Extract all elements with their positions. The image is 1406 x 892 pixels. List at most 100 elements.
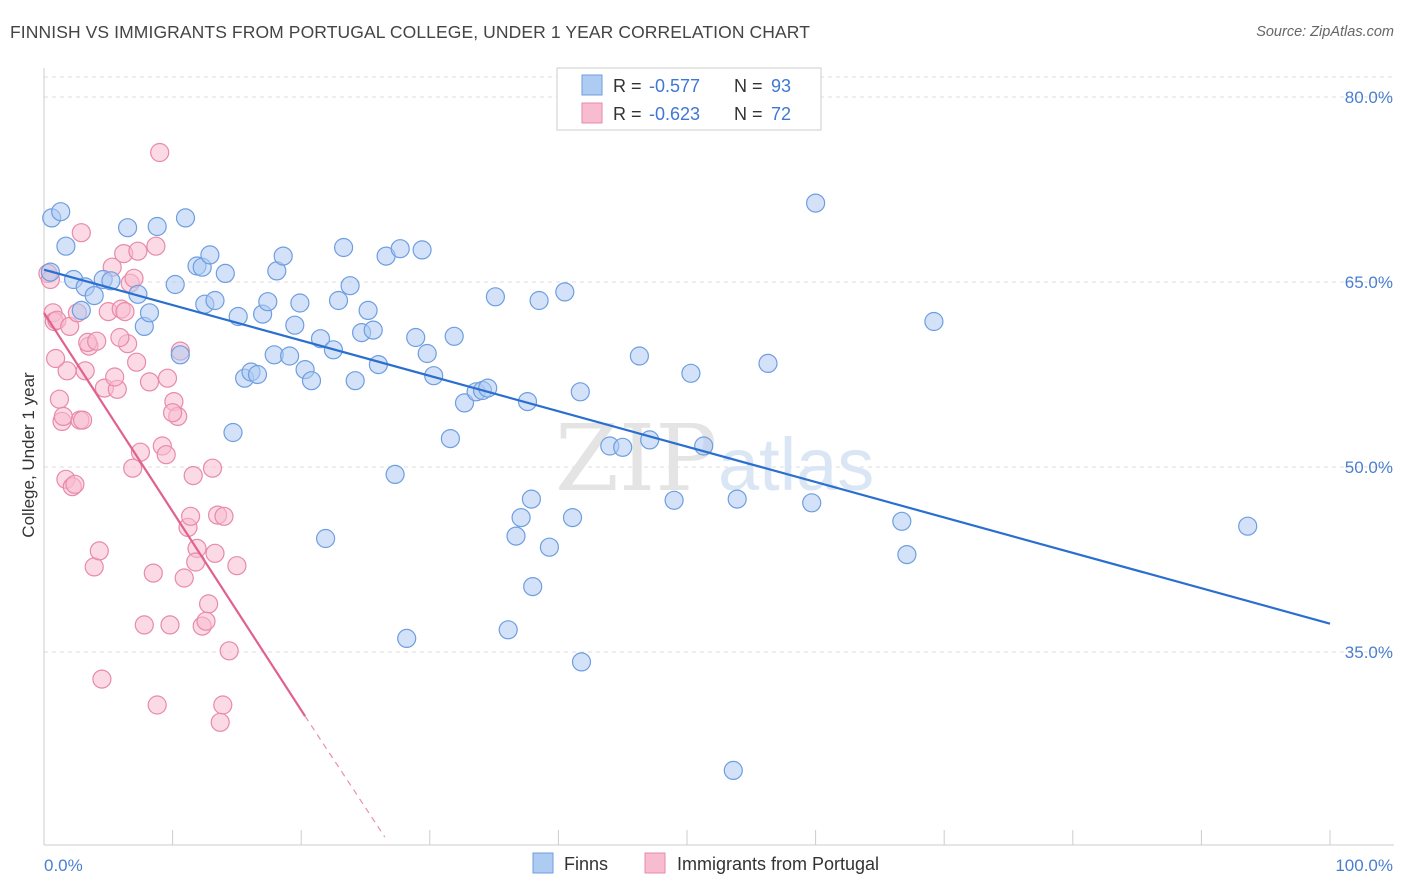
finns-point-49 xyxy=(368,355,388,375)
finns-point-91 xyxy=(802,493,822,513)
finns-point-15 xyxy=(165,274,185,295)
finns-point-74 xyxy=(570,382,590,402)
portugal-point-71 xyxy=(146,236,166,256)
portugal-point-14 xyxy=(75,361,95,381)
trend-lines xyxy=(43,268,1331,838)
finns-point-48 xyxy=(363,320,383,340)
portugal-point-63 xyxy=(205,543,225,563)
portugal-point-40 xyxy=(183,466,203,486)
finns-point-83 xyxy=(723,760,743,781)
portugal-point-70 xyxy=(105,367,125,387)
chart-title: FINNISH VS IMMIGRANTS FROM PORTUGAL COLL… xyxy=(10,22,810,42)
portugal-point-27 xyxy=(127,352,147,372)
portugal-point-30 xyxy=(139,372,160,392)
finns-point-43 xyxy=(334,237,354,258)
finns-point-5 xyxy=(71,300,91,320)
finns-point-44 xyxy=(340,276,360,296)
bottom-legend-label-portugal: Immigrants from Portugal xyxy=(677,854,879,874)
legend-swatch-portugal xyxy=(581,102,603,124)
finns-point-77 xyxy=(613,437,633,457)
legend-n-value-portugal: 72 xyxy=(771,104,791,124)
finns-point-40 xyxy=(316,528,336,549)
portugal-point-47 xyxy=(219,641,239,661)
finns-point-24 xyxy=(223,422,243,443)
finns-point-86 xyxy=(805,193,826,213)
x-axis-ticks xyxy=(43,830,1331,845)
finns-point-28 xyxy=(247,364,268,385)
finns-point-33 xyxy=(273,246,293,266)
finns-point-10 xyxy=(117,218,138,238)
trend-line-portugal-extension xyxy=(304,715,386,838)
legend-n-label-finns: N = xyxy=(734,76,768,96)
x-tick-label-min: 0.0% xyxy=(44,856,83,875)
finns-point-11 xyxy=(128,284,148,304)
finns-point-22 xyxy=(205,290,225,311)
source-label: Source: ZipAtlas.com xyxy=(1256,24,1394,40)
finns-point-13 xyxy=(139,303,160,323)
finns-point-75 xyxy=(571,652,592,672)
y-tick-label-65: 65.0% xyxy=(1345,273,1393,292)
finns-point-39 xyxy=(310,329,331,349)
finns-point-85 xyxy=(758,353,778,373)
finns-point-52 xyxy=(390,239,410,259)
series-finns xyxy=(40,193,1258,781)
portugal-point-43 xyxy=(199,594,219,614)
finns-point-65 xyxy=(498,620,518,640)
x-tick-label-max: 100.0% xyxy=(1335,856,1393,875)
legend-r-value-finns: -0.577 xyxy=(649,76,700,96)
finns-point-71 xyxy=(539,537,560,557)
finns-point-16 xyxy=(170,345,190,365)
portugal-point-34 xyxy=(156,445,176,465)
trend-line-finns xyxy=(43,268,1331,625)
finns-point-42 xyxy=(328,290,349,311)
finns-point-58 xyxy=(440,429,460,449)
finns-point-7 xyxy=(84,286,104,306)
finns-point-89 xyxy=(924,311,944,332)
finns-point-78 xyxy=(629,346,650,366)
finns-point-47 xyxy=(358,300,378,320)
portugal-point-55 xyxy=(128,241,148,261)
finns-point-67 xyxy=(511,507,531,528)
finns-point-51 xyxy=(385,464,405,484)
finns-point-73 xyxy=(562,507,583,528)
portugal-point-64 xyxy=(210,712,230,732)
trend-line-portugal xyxy=(43,312,306,717)
portugal-point-11 xyxy=(65,474,85,494)
finns-point-81 xyxy=(681,363,701,383)
finns-point-3 xyxy=(56,236,76,256)
finns-point-69 xyxy=(521,489,542,509)
portugal-point-67 xyxy=(53,406,73,426)
y-tick-label-80: 80.0% xyxy=(1345,88,1393,107)
finns-point-59 xyxy=(444,326,464,346)
watermark: ZIP atlas xyxy=(555,405,874,512)
finns-point-70 xyxy=(529,290,549,311)
portugal-point-66 xyxy=(45,348,66,369)
finns-point-60 xyxy=(454,393,475,413)
axes xyxy=(43,68,1394,846)
finns-point-56 xyxy=(417,343,437,364)
finns-point-84 xyxy=(727,489,747,509)
finns-point-36 xyxy=(290,293,310,313)
portugal-point-35 xyxy=(160,615,180,635)
finns-point-21 xyxy=(200,245,220,265)
finns-point-34 xyxy=(280,346,300,366)
finns-point-87 xyxy=(892,511,912,531)
bottom-legend-label-finns: Finns xyxy=(564,854,608,874)
finns-point-80 xyxy=(664,490,684,510)
legend-swatch-finns xyxy=(581,74,603,96)
legend-n-value-finns: 93 xyxy=(771,76,791,96)
y-axis-label: College, Under 1 year xyxy=(19,372,38,538)
portugal-point-16 xyxy=(84,557,104,577)
portugal-point-44 xyxy=(202,458,223,478)
portugal-point-68 xyxy=(71,223,91,243)
portugal-point-31 xyxy=(143,563,163,583)
bottom-legend: Finns Immigrants from Portugal xyxy=(532,852,879,874)
bottom-legend-swatch-portugal xyxy=(644,852,666,874)
finns-point-57 xyxy=(424,366,444,386)
legend: R = -0.577 N = 93 R = -0.623 N = 72 xyxy=(556,67,822,131)
bottom-legend-swatch-finns xyxy=(532,852,554,874)
finns-point-54 xyxy=(406,327,426,348)
finns-point-68 xyxy=(517,392,538,412)
portugal-point-52 xyxy=(115,302,135,322)
y-tick-label-50: 50.0% xyxy=(1345,458,1393,477)
